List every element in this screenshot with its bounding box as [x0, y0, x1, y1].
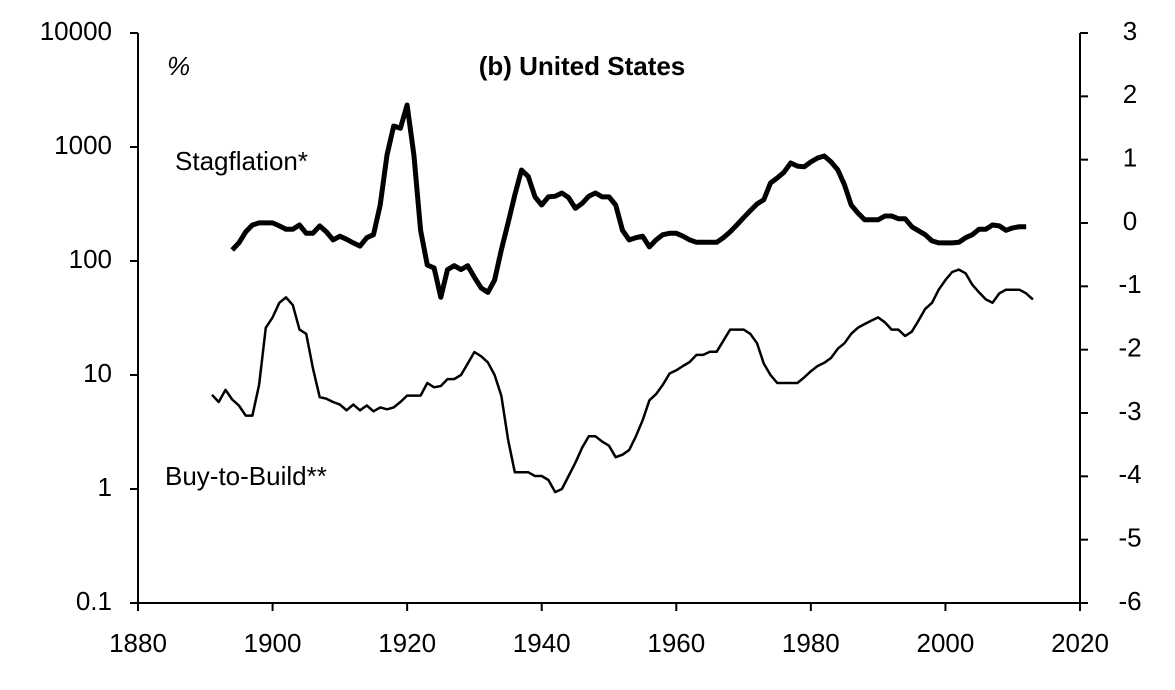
x-tick-label: 2020	[1051, 628, 1109, 658]
series-line	[211, 268, 1034, 494]
y2-tick-label: -3	[1118, 396, 1141, 426]
y2-tick-label: 1	[1123, 143, 1137, 173]
y2-tick-label: 3	[1123, 16, 1137, 46]
y2-tick-label: -4	[1118, 459, 1141, 489]
x-tick-label: 2000	[917, 628, 975, 658]
y2-tick-label: -6	[1118, 586, 1141, 616]
y2-tick-label: -1	[1118, 269, 1141, 299]
y-tick-label: 10	[83, 358, 112, 388]
x-tick-label: 1940	[513, 628, 571, 658]
y-tick-label: 1	[98, 472, 112, 502]
x-tick-label: 1960	[647, 628, 705, 658]
x-tick-label: 1880	[109, 628, 167, 658]
y-tick-label: 1000	[54, 130, 112, 160]
y2-tick-label: 0	[1123, 206, 1137, 236]
series-line	[230, 102, 1027, 300]
annotation: Stagflation*	[175, 146, 308, 176]
y-tick-label: 0.1	[76, 586, 112, 616]
x-tick-label: 1900	[244, 628, 302, 658]
x-tick-label: 1980	[782, 628, 840, 658]
chart-title: (b) United States	[479, 51, 686, 81]
x-tick-label: 1920	[378, 628, 436, 658]
y-tick-label: 10000	[40, 16, 112, 46]
y-tick-label: 100	[69, 244, 112, 274]
y-unit-label: %	[167, 51, 190, 81]
y2-tick-label: -5	[1118, 523, 1141, 553]
y2-tick-label: 2	[1123, 79, 1137, 109]
y2-tick-label: -2	[1118, 333, 1141, 363]
annotation: Buy-to-Build**	[165, 461, 327, 491]
